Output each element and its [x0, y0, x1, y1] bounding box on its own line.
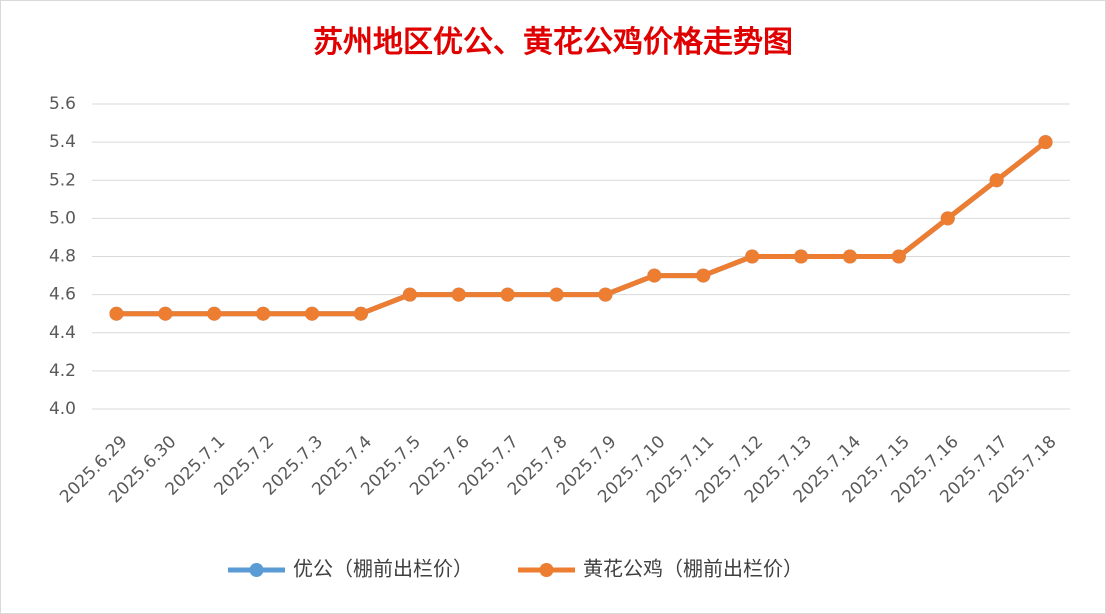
y-tick-label: 4.0 — [49, 399, 76, 419]
data-point — [745, 249, 760, 264]
legend-marker — [539, 563, 554, 577]
y-tick-label: 4.6 — [49, 285, 76, 305]
data-point — [109, 306, 124, 321]
y-tick-label: 4.4 — [49, 323, 76, 343]
y-tick-label: 4.8 — [49, 247, 76, 267]
data-point — [891, 249, 906, 264]
y-tick-label: 5.0 — [49, 208, 76, 228]
y-tick-label: 4.2 — [49, 361, 76, 381]
data-point — [842, 249, 857, 264]
data-point — [305, 306, 320, 321]
data-point — [989, 173, 1004, 188]
data-point — [158, 306, 173, 321]
y-tick-label: 5.4 — [49, 132, 76, 152]
data-point — [402, 287, 417, 302]
legend-label: 优公（棚前出栏价） — [293, 557, 473, 581]
data-point — [1038, 135, 1053, 150]
y-tick-label: 5.6 — [49, 94, 76, 114]
data-point — [353, 306, 368, 321]
data-point — [794, 249, 809, 264]
data-point — [598, 287, 613, 302]
data-point — [940, 211, 955, 226]
series-line — [116, 140, 1048, 317]
y-tick-label: 5.2 — [49, 170, 76, 190]
data-point — [451, 287, 466, 302]
legend-marker — [249, 563, 264, 577]
legend-label: 黄花公鸡（棚前出栏价） — [583, 557, 803, 581]
data-point — [500, 287, 515, 302]
data-point — [647, 268, 662, 283]
chart-title: 苏州地区优公、黄花公鸡价格走势图 — [313, 25, 793, 60]
data-point — [256, 306, 271, 321]
data-point — [207, 306, 222, 321]
data-point — [549, 287, 564, 302]
data-point — [696, 268, 711, 283]
